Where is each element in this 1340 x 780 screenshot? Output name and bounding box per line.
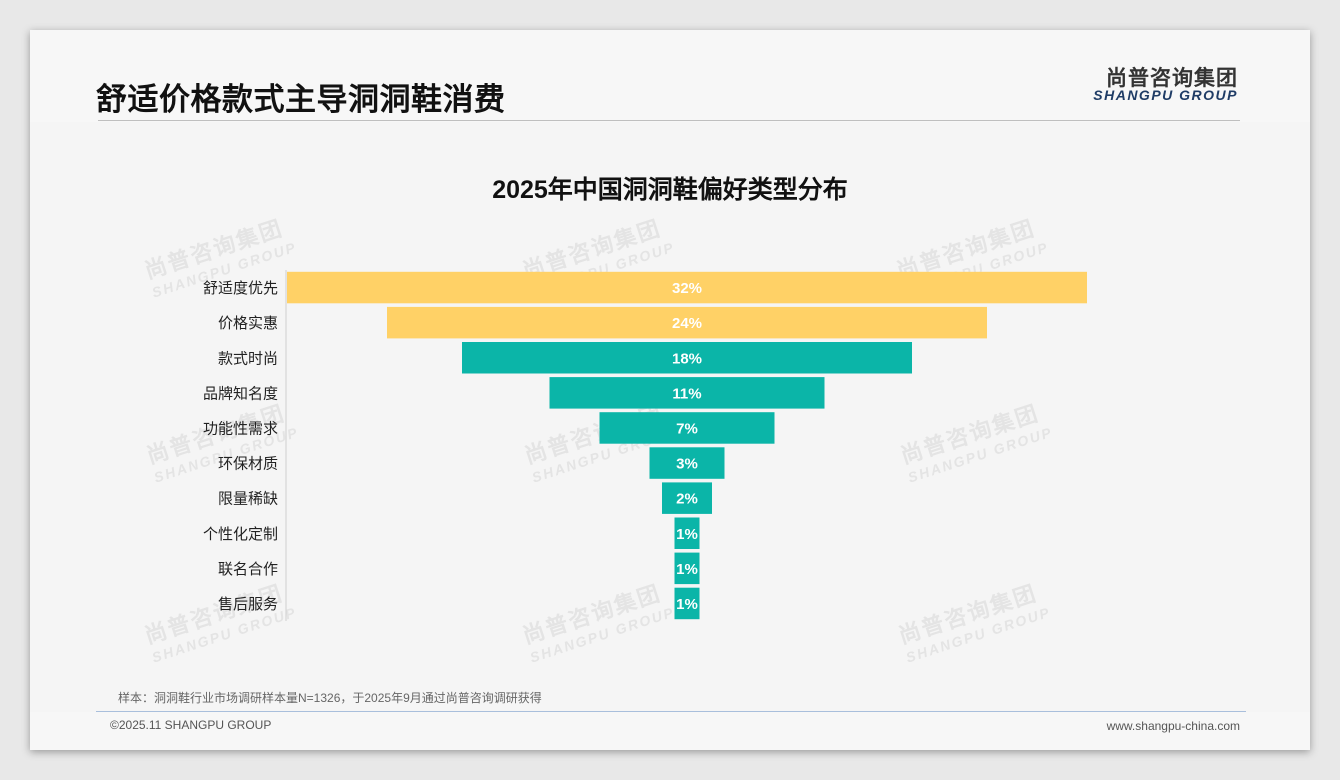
- data-label: 18%: [672, 350, 702, 367]
- data-label: 32%: [672, 280, 702, 297]
- category-label: 售后服务: [218, 595, 278, 613]
- funnel-bar: [387, 306, 987, 339]
- data-label: 24%: [672, 315, 702, 332]
- funnel-bar: [674, 517, 700, 549]
- data-label: 1%: [676, 561, 698, 578]
- category-label: 功能性需求: [203, 419, 278, 437]
- slide: 舒适价格款式主导洞洞鞋消费 尚普咨询集团 SHANGPU GROUP 尚普咨询集…: [30, 30, 1310, 750]
- sample-note: 样本：洞洞鞋行业市场调研样本量N=1326，于2025年9月通过尚普咨询调研获得: [118, 691, 542, 705]
- funnel-bar: [549, 377, 825, 409]
- funnel-bar: [674, 587, 700, 620]
- title-divider: [98, 120, 1240, 121]
- data-label: 3%: [676, 456, 698, 473]
- logo-chinese: 尚普咨询集团: [1106, 67, 1238, 90]
- funnel-chart: 32% 舒适度优先 24% 价格实惠 18% 款式时尚 11% 品牌知名度 7% 功能性需求 3% 环…: [203, 270, 1087, 621]
- page-title: 舒适价格款式主导洞洞鞋消费: [96, 82, 506, 117]
- funnel-bar: [287, 271, 1087, 304]
- funnel-bar: [674, 552, 700, 585]
- category-label: 品牌知名度: [203, 384, 278, 402]
- data-label: 7%: [676, 420, 698, 437]
- category-label: 价格实惠: [218, 314, 278, 332]
- category-label: 环保材质: [218, 455, 278, 473]
- website-link: www.shangpu-china.com: [1106, 719, 1240, 733]
- funnel-bar: [649, 447, 725, 479]
- header: [30, 30, 1310, 122]
- category-label: 个性化定制: [203, 525, 278, 543]
- footer-divider: [96, 711, 1246, 712]
- data-label: 11%: [672, 385, 701, 402]
- funnel-bar: [599, 412, 775, 444]
- category-label: 限量稀缺: [218, 490, 278, 508]
- funnel-bar: [462, 342, 912, 374]
- category-label: 款式时尚: [218, 349, 278, 367]
- data-label: 1%: [676, 526, 698, 543]
- logo-english: SHANGPU GROUP: [1093, 87, 1238, 103]
- category-label: 联名合作: [218, 560, 278, 578]
- copyright: ©2025.11 SHANGPU GROUP: [110, 718, 272, 732]
- funnel-bar: [662, 482, 712, 514]
- category-label: 舒适度优先: [203, 279, 278, 297]
- chart-title: 2025年中国洞洞鞋偏好类型分布: [492, 176, 848, 204]
- footer: [30, 712, 1310, 750]
- data-label: 1%: [676, 596, 698, 613]
- data-label: 2%: [676, 491, 698, 508]
